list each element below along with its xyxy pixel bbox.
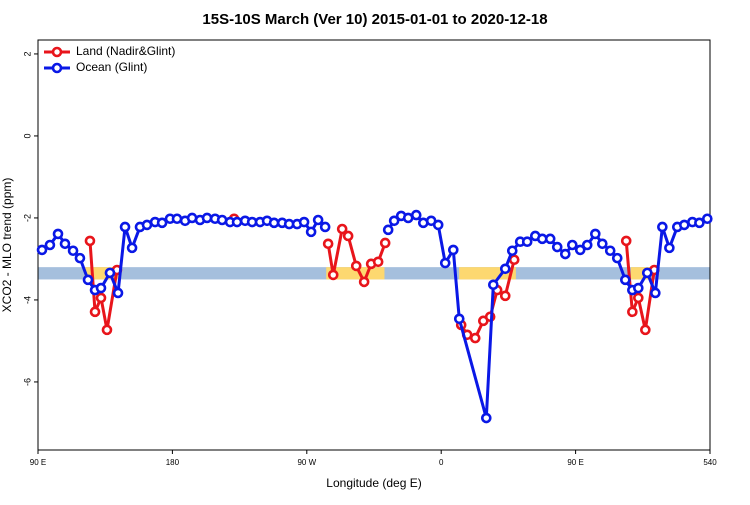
data-point: [312, 214, 324, 226]
data-point: [559, 248, 571, 260]
data-point: [372, 256, 384, 268]
data-point: [650, 287, 661, 299]
data-point: [453, 313, 465, 325]
y-tick-label: 2: [22, 51, 32, 56]
data-point: [342, 230, 354, 242]
data-point: [67, 245, 79, 257]
data-point: [319, 221, 331, 233]
data-point: [382, 224, 394, 236]
data-point: [567, 239, 578, 251]
y-tick-label: -4: [22, 296, 32, 304]
legend-marker: [51, 62, 63, 74]
data-point: [336, 223, 348, 235]
data-point: [101, 324, 113, 336]
data-point: [620, 274, 631, 286]
legend-marker: [51, 46, 63, 58]
data-point: [581, 239, 593, 251]
data-point: [432, 219, 444, 231]
x-tick-label: 90 E: [567, 458, 583, 467]
data-point: [447, 244, 459, 256]
x-tick-label: 0: [439, 458, 444, 467]
data-point: [664, 242, 675, 254]
data-point: [641, 267, 653, 279]
data-point: [82, 274, 94, 286]
data-point: [410, 209, 422, 221]
data-point: [604, 245, 616, 257]
data-point: [74, 252, 86, 264]
chart-title: 15S-10S March (Ver 10) 2015-01-01 to 202…: [202, 11, 547, 28]
data-point: [388, 215, 400, 227]
data-point: [379, 237, 391, 249]
data-point: [126, 242, 138, 254]
y-axis-label: XCO2 - MLO trend (ppm): [0, 178, 14, 313]
data-point: [358, 276, 370, 288]
y-tick-label: -6: [22, 378, 32, 386]
data-point: [112, 287, 124, 299]
x-axis-label: Longitude (deg E): [326, 476, 421, 490]
data-point: [350, 260, 362, 272]
data-point: [551, 241, 563, 253]
data-point: [633, 292, 644, 304]
data-point: [521, 236, 533, 248]
data-point: [95, 292, 107, 304]
data-point: [231, 216, 243, 228]
data-point: [590, 228, 601, 240]
data-point: [480, 412, 492, 424]
data-point: [702, 213, 713, 225]
data-point: [305, 226, 317, 238]
data-point: [640, 324, 651, 336]
data-point: [499, 263, 511, 275]
data-point: [95, 282, 107, 294]
data-point: [597, 238, 608, 250]
x-tick-label: 540: [703, 458, 717, 467]
data-point: [298, 216, 310, 228]
data-point: [201, 212, 213, 224]
data-point: [574, 244, 586, 256]
data-point: [499, 290, 511, 302]
data-point: [156, 217, 168, 229]
data-point: [44, 239, 56, 251]
data-point: [627, 306, 638, 318]
data-point: [119, 221, 131, 233]
legend-label: Land (Nadir&Glint): [76, 44, 175, 58]
data-point: [694, 217, 705, 229]
y-tick-label: -2: [22, 214, 32, 222]
x-tick-label: 90 W: [297, 458, 316, 467]
data-point: [59, 238, 71, 250]
series-line: [41, 213, 709, 420]
data-point: [620, 235, 632, 247]
data-point: [104, 267, 116, 279]
data-point: [84, 235, 96, 247]
data-point: [52, 228, 64, 240]
data-point: [439, 257, 451, 269]
data-point: [327, 269, 339, 281]
data-point: [544, 233, 556, 245]
plot-frame: [37, 39, 711, 451]
legend-label: Ocean (Glint): [76, 60, 147, 74]
data-point: [89, 306, 101, 318]
data-point: [657, 221, 668, 233]
data-point: [506, 245, 518, 257]
data-point: [488, 279, 499, 291]
x-tick-label: 90 E: [30, 458, 46, 467]
data-point: [633, 282, 644, 294]
y-tick-label: 0: [22, 133, 32, 138]
data-point: [36, 244, 48, 256]
x-tick-label: 180: [166, 458, 180, 467]
data-point: [469, 332, 481, 344]
data-point: [611, 252, 623, 264]
data-point: [322, 238, 334, 250]
data-point: [171, 213, 183, 225]
